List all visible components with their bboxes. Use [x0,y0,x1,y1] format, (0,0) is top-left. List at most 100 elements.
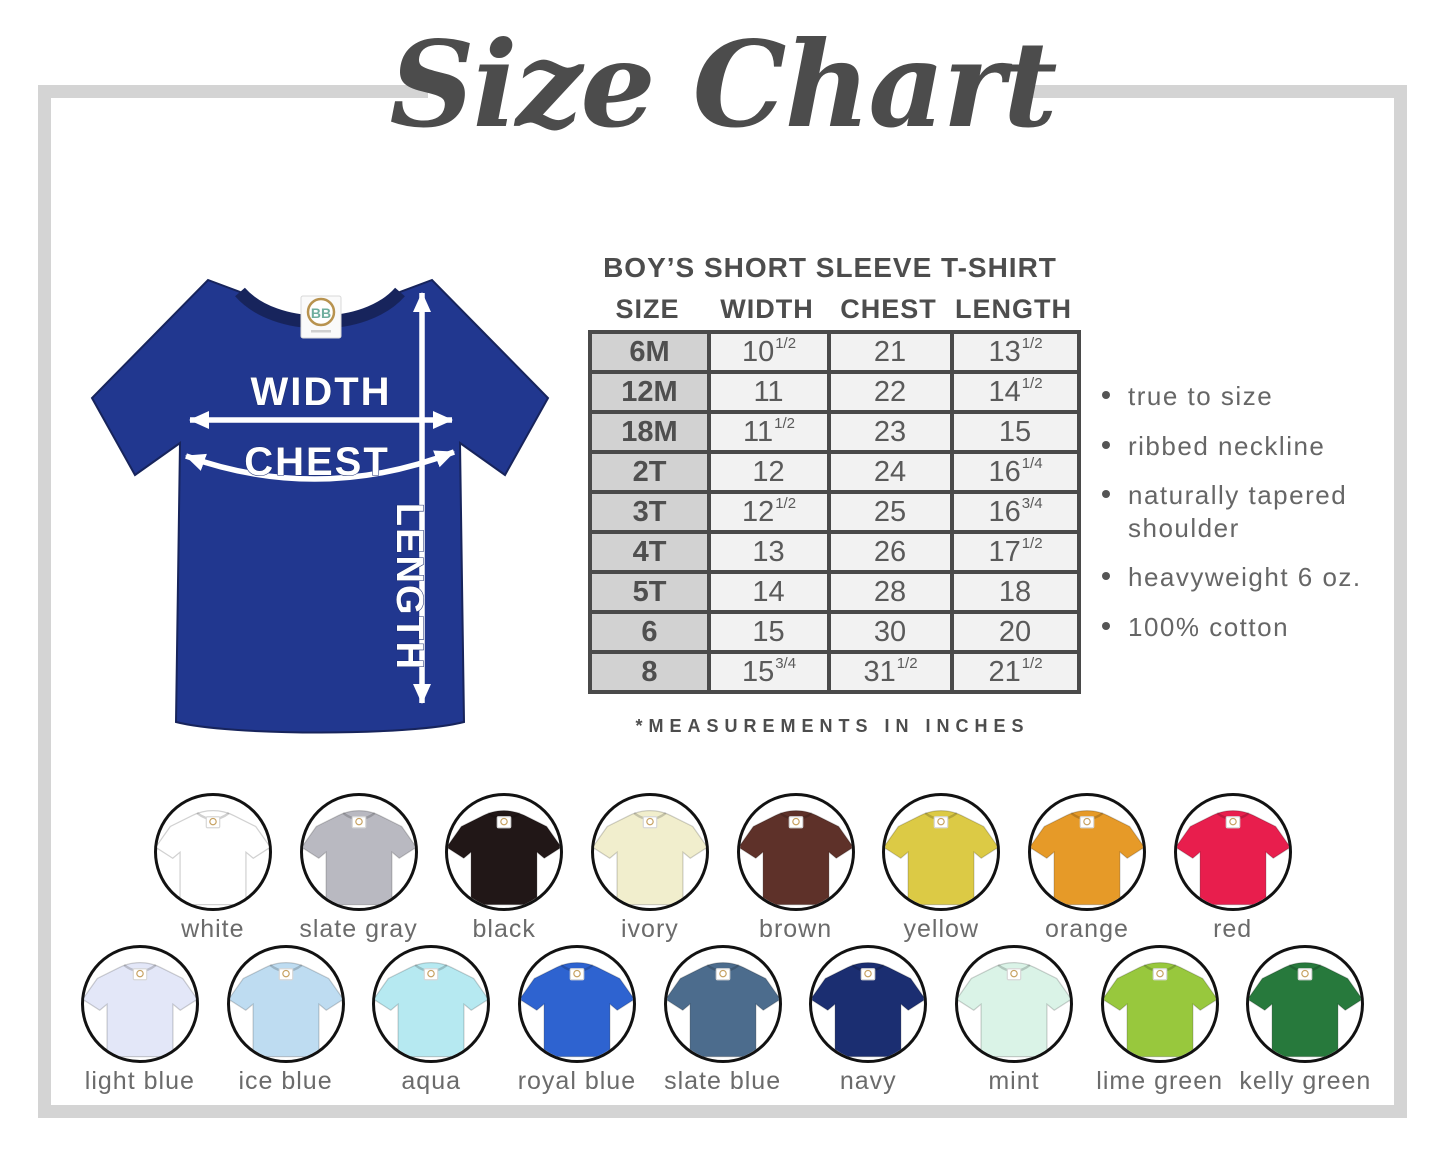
swatch-label: red [1213,915,1253,943]
feature-text: true to size [1128,381,1274,411]
chest-cell: 22 [827,370,954,414]
tshirt-icon [1103,962,1216,1058]
tshirt-icon [1176,810,1289,906]
tag-logo-text: BB [311,305,331,321]
swatch-circle [153,793,272,911]
swatch-label: ice blue [238,1067,333,1095]
length-cell: 15 [950,410,1081,454]
feature-item: ribbed neckline [1102,430,1424,463]
color-swatch: yellow [868,793,1014,944]
swatch-label: slate gray [299,915,418,943]
swatch-label: aqua [401,1067,462,1095]
swatch-circle [1246,945,1365,1063]
swatch-label: yellow [903,915,980,943]
table-row: 6 15 30 20 [588,610,1081,654]
tshirt-icon [1249,962,1362,1058]
swatch-label: ivory [621,915,679,943]
swatch-circle [1173,793,1292,911]
swatch-circle [736,793,855,911]
chest-cell: 30 [827,610,954,654]
size-table: 6M 101/2 21 131/2 12M 11 22 141/2 18M 111/2 23 15 2T… [588,330,1081,694]
size-cell: 5T [588,570,711,614]
tshirt-icon [739,810,852,906]
color-swatch: light blue [67,945,213,1096]
swatch-label: white [181,915,245,943]
tshirt-icon [593,810,706,906]
width-cell: 11 [707,370,831,414]
length-cell: 18 [950,570,1081,614]
swatch-label: lime green [1096,1067,1224,1095]
width-cell: 13 [707,530,831,574]
tshirt-icon [156,810,269,906]
swatch-circle [590,793,709,911]
swatch-circle [663,945,782,1063]
swatch-row1: white slate gray black ivory brown yellow oran… [140,793,1306,944]
measurements-footnote: *MEASUREMENTS IN INCHES [635,716,1030,736]
tshirt-icon [302,810,415,906]
color-swatch: brown [723,793,869,944]
swatch-circle [1100,945,1219,1063]
tshirt-icon [229,962,342,1058]
title-border-gap [428,76,1030,106]
table-heading: BOY’S SHORT SLEEVE T-SHIRT [603,252,1057,283]
width-cell: 111/2 [707,410,831,454]
swatch-circle [809,945,928,1063]
size-cell: 12M [588,370,711,414]
feature-text: heavyweight 6 oz. [1128,562,1362,592]
chest-arrow-label: CHEST [244,440,390,484]
width-cell: 15 [707,610,831,654]
size-cell: 6M [588,330,711,374]
table-column-headers: SIZE WIDTH CHEST LENGTH [588,294,1077,325]
swatch-label: brown [759,915,833,943]
length-arrow-label: LENGTH [388,503,430,671]
length-cell: 141/2 [950,370,1081,414]
tshirt-icon [375,962,488,1058]
swatch-label: slate blue [664,1067,782,1095]
swatch-circle [517,945,636,1063]
swatch-circle [1027,793,1146,911]
tshirt-icon [1030,810,1143,906]
width-cell: 14 [707,570,831,614]
width-cell: 101/2 [707,330,831,374]
bullet-dot [1102,391,1110,399]
color-swatch: white [140,793,286,944]
color-swatch: black [431,793,577,944]
swatch-circle [954,945,1073,1063]
size-table-body: 6M 101/2 21 131/2 12M 11 22 141/2 18M 111/2 23 15 2T… [588,330,1081,694]
length-cell: 161/4 [950,450,1081,494]
chest-cell: 26 [827,530,954,574]
swatch-circle [445,793,564,911]
tshirt-icon [812,962,925,1058]
color-swatch: slate gray [286,793,432,944]
table-row: 5T 14 28 18 [588,570,1081,614]
tshirt-diagram-icon: BB WIDTH CHEST LENGTH [90,278,550,734]
swatch-label: orange [1045,915,1129,943]
size-cell: 6 [588,610,711,654]
bullet-dot [1102,621,1110,630]
feature-text: naturally tapered shoulder [1128,480,1348,543]
swatch-label: black [472,915,536,943]
bullet-dot [1102,490,1110,498]
collar-tag: BB [300,295,342,339]
chest-cell: 24 [827,450,954,494]
tshirt-body [90,278,550,734]
width-cell: 121/2 [707,490,831,534]
feature-text: 100% cotton [1128,611,1290,642]
table-row: 8 153/4 311/2 211/2 [588,650,1081,694]
size-cell: 4T [588,530,711,574]
color-swatch: kelly green [1233,945,1379,1096]
color-swatch: ivory [577,793,723,944]
color-swatch: red [1160,793,1306,944]
tshirt-measurement-illustration: BB WIDTH CHEST LENGTH [80,240,560,745]
color-swatch: ice blue [213,945,359,1096]
length-cell: 131/2 [950,330,1081,374]
page-border-frame [38,85,1407,1118]
size-cell: 8 [588,650,711,694]
column-header-length: LENGTH [955,294,1072,324]
column-header-chest: CHEST [840,294,937,324]
length-cell: 163/4 [950,490,1081,534]
tshirt-icon [666,962,779,1058]
color-swatch: slate blue [650,945,796,1096]
chest-cell: 21 [827,330,954,374]
